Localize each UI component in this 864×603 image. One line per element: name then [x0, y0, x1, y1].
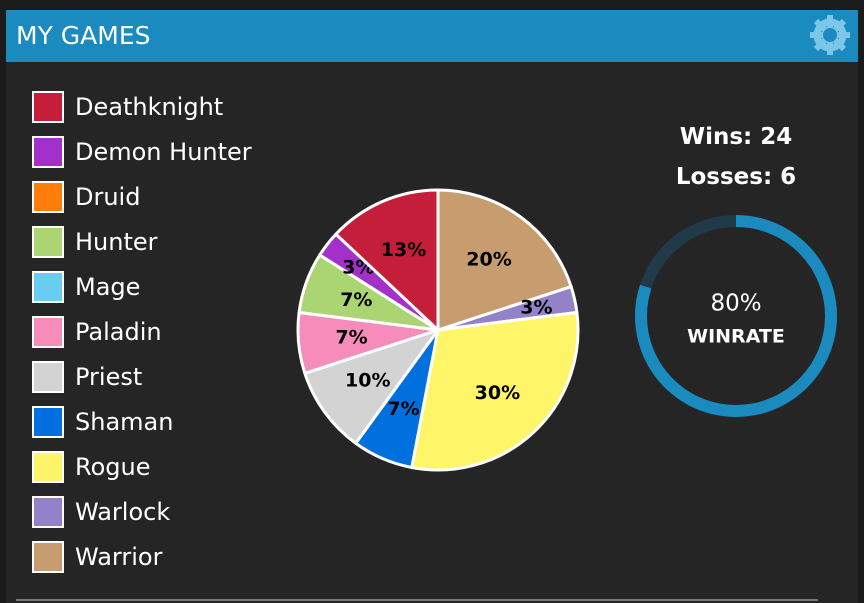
- wins-text: Wins: 24: [680, 124, 793, 150]
- slice-label: 10%: [345, 370, 390, 392]
- legend-label: Priest: [75, 363, 142, 391]
- legend-swatch: [32, 406, 64, 438]
- slice-label: 7%: [387, 398, 419, 420]
- pie-slice: [303, 328, 440, 445]
- winrate-arc: [635, 215, 837, 417]
- slice-label: 3%: [520, 297, 552, 319]
- legend-swatch: [32, 361, 64, 393]
- header-title: MY GAMES: [16, 21, 151, 50]
- pie-slice: [334, 188, 440, 332]
- header-bar: [6, 10, 858, 62]
- pie-slice: [436, 188, 573, 332]
- legend-swatch: [32, 181, 64, 213]
- slice-label: 13%: [381, 239, 426, 261]
- slice-label: 30%: [475, 382, 520, 404]
- legend-label: Mage: [75, 273, 140, 301]
- legend-label: Warlock: [75, 498, 170, 526]
- wins-value: 24: [760, 124, 792, 150]
- slice-label: 20%: [466, 248, 511, 270]
- pie-slice: [410, 310, 580, 472]
- legend-swatch: [32, 136, 64, 168]
- legend-swatch: [32, 496, 64, 528]
- legend-swatch: [32, 541, 64, 573]
- legend-swatch: [32, 451, 64, 483]
- legend-label: Hunter: [75, 228, 158, 256]
- legend-label: Paladin: [75, 318, 162, 346]
- losses-value: 6: [780, 164, 796, 190]
- legend-label: Shaman: [75, 408, 173, 436]
- slice-label: 7%: [340, 289, 372, 311]
- winrate-label: WINRATE: [687, 326, 785, 348]
- winrate-value: 80%: [710, 291, 761, 317]
- legend-label: Deathknight: [75, 93, 223, 121]
- legend-label: Druid: [75, 183, 140, 211]
- settings-gear[interactable]: [810, 15, 850, 55]
- legend-swatch: [32, 271, 64, 303]
- losses-text: Losses: 6: [676, 164, 796, 190]
- legend-label: Rogue: [75, 453, 151, 481]
- slice-label: 7%: [335, 327, 367, 349]
- legend-swatch: [32, 226, 64, 258]
- wins-label: Wins:: [680, 124, 753, 150]
- legend-label: Demon Hunter: [75, 138, 252, 166]
- legend-label: Warrior: [75, 543, 163, 571]
- losses-label: Losses:: [676, 164, 772, 190]
- legend-swatch: [32, 316, 64, 348]
- legend-swatch: [32, 91, 64, 123]
